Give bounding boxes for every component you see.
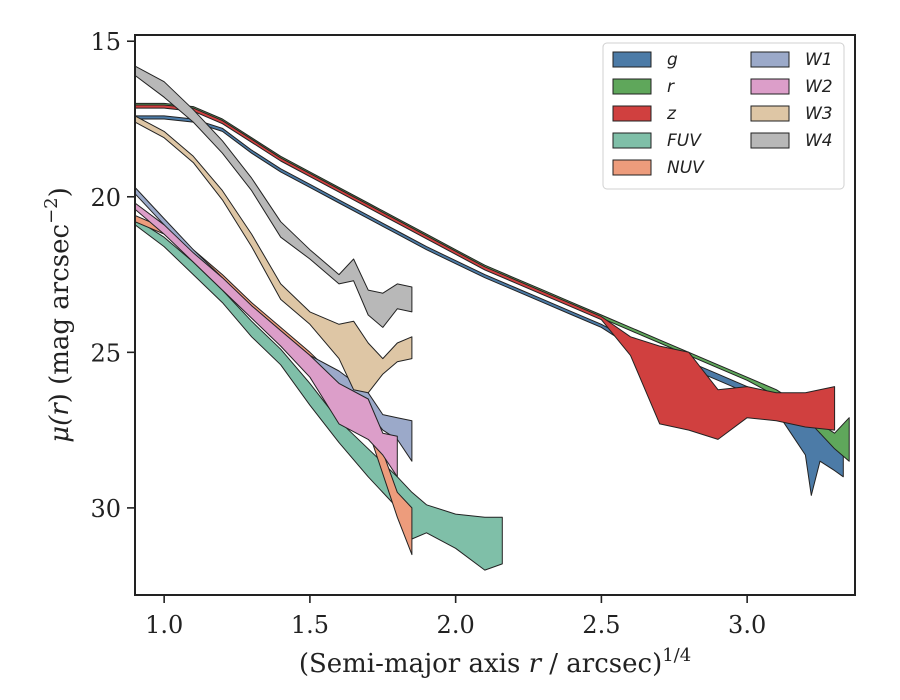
x-tick-label: 1.0 [145, 611, 183, 639]
legend-swatch-r [612, 78, 652, 95]
band-w4 [135, 65, 413, 328]
x-tick-label: 1.5 [291, 611, 329, 639]
legend-swatch-fuv [612, 132, 652, 149]
legend-label-w1: W1 [805, 50, 833, 70]
x-axis-label: (Semi-major axis r / arcsec)1/4 [299, 645, 691, 679]
axis-ticks: 1.0 1.5 2.0 2.5 3.0 15 20 25 30 [90, 28, 766, 639]
band-w3 [135, 115, 413, 394]
x-tick-label: 2.5 [582, 611, 620, 639]
y-axis-label: μ(r) (mag arcsec−2) [41, 187, 75, 443]
legend-swatch-z [612, 105, 652, 122]
legend: grz FUV NUV W1 W2 W3 W4 [602, 42, 845, 190]
x-tick-label: 3.0 [728, 611, 766, 639]
legend-label-fuv: FUV [667, 131, 702, 151]
band-w2 [135, 202, 398, 478]
plot-frame [134, 34, 856, 596]
legend-label-w4: W4 [805, 131, 833, 151]
legend-swatch-nuv [612, 159, 652, 176]
legend-label-g: g [667, 50, 678, 70]
y-tick-label: 25 [90, 339, 121, 367]
legend-swatch-w3 [750, 105, 790, 122]
band-fuv [135, 218, 503, 571]
legend-label-w2: W2 [805, 77, 833, 97]
profile-bands [135, 65, 850, 571]
legend-swatch-w1 [750, 51, 790, 68]
legend-label-z: z [666, 104, 677, 124]
y-tick-label: 15 [90, 28, 121, 56]
y-tick-label: 20 [90, 184, 121, 212]
legend-swatch-w2 [750, 78, 790, 95]
legend-swatch-g [612, 51, 652, 68]
legend-label-r: r [667, 77, 675, 97]
y-tick-label: 30 [90, 495, 121, 523]
legend-label-w3: W3 [805, 104, 833, 124]
band-z [135, 104, 836, 440]
band-g [135, 115, 844, 496]
x-tick-label: 2.0 [437, 611, 475, 639]
legend-swatch-w4 [750, 132, 790, 149]
legend-label-nuv: NUV [667, 158, 705, 178]
